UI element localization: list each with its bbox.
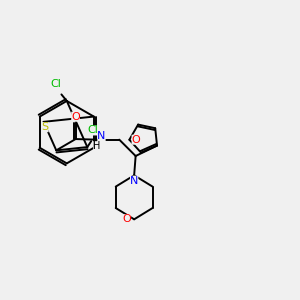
Text: O: O xyxy=(122,214,131,224)
Text: N: N xyxy=(130,176,138,186)
Text: Cl: Cl xyxy=(51,79,62,89)
Text: N: N xyxy=(97,131,106,141)
Text: Cl: Cl xyxy=(88,125,99,135)
Text: S: S xyxy=(41,122,49,132)
Text: H: H xyxy=(93,141,101,151)
Text: O: O xyxy=(71,112,80,122)
Text: O: O xyxy=(132,135,140,145)
